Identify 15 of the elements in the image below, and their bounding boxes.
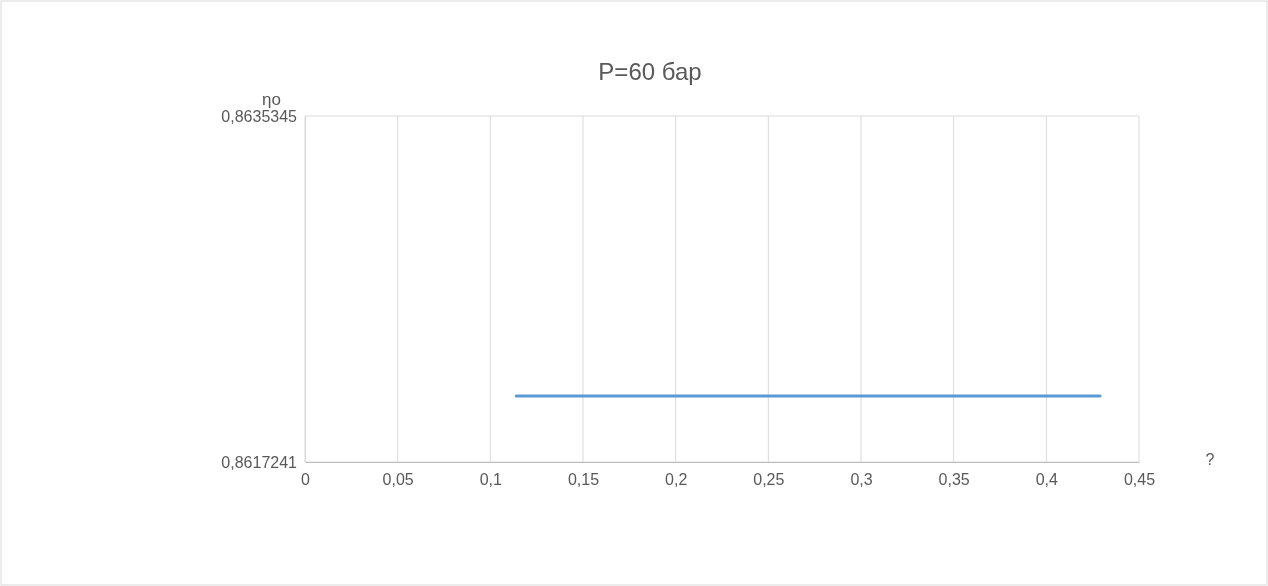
y-tick-label: 0,8617241 — [221, 453, 298, 471]
x-axis-title: ? — [1205, 451, 1215, 468]
x-tick-label: 0,1 — [479, 471, 503, 489]
x-tick-label: 0,45 — [1123, 471, 1156, 489]
x-tick-label: 0,3 — [850, 471, 873, 489]
y-tick-label: 0,8635345 — [221, 107, 298, 125]
y-axis-title: ηо — [262, 90, 281, 109]
x-tick-label: 0,25 — [753, 471, 785, 489]
x-tick-label: 0,2 — [665, 471, 688, 489]
x-tick-label: 0 — [301, 471, 311, 489]
x-tick-label: 0,15 — [567, 471, 600, 489]
chart-title: P=60 бар — [598, 58, 702, 85]
x-tick-label: 0,35 — [938, 471, 970, 489]
x-tick-label: 0,4 — [1035, 471, 1059, 489]
x-tick-label: 0,05 — [382, 471, 414, 489]
